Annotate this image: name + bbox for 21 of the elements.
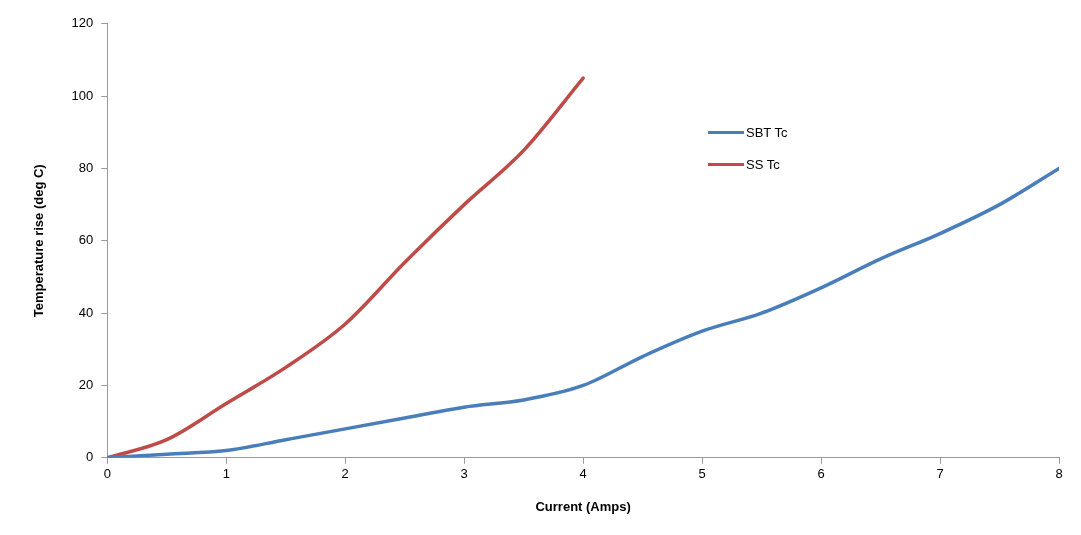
x-axis-title: Current (Amps)	[535, 498, 631, 514]
y-tick-label: 40	[78, 304, 94, 320]
y-axis-title: Temperature rise (deg C)	[31, 164, 47, 318]
legend-label: SS Tc	[746, 156, 780, 172]
x-tick-label: 0	[103, 466, 111, 482]
y-tick-label: 0	[86, 449, 94, 465]
x-tick-label: 5	[698, 466, 706, 482]
line-series	[107, 76, 585, 458]
x-tick-label: 2	[341, 466, 349, 482]
x-tick-label: 1	[222, 466, 230, 482]
x-tick-label: 3	[460, 466, 468, 482]
x-tick-label: 7	[936, 466, 944, 482]
y-tick-label: 80	[78, 160, 94, 176]
x-tick-label: 6	[817, 466, 825, 482]
x-tick-label: 4	[579, 466, 587, 482]
legend-label: SBT Tc	[746, 124, 788, 140]
y-tick-label: 20	[78, 377, 94, 393]
y-tick-label: 60	[78, 232, 94, 248]
y-tick-label: 100	[71, 87, 94, 103]
x-tick-label: 8	[1055, 466, 1063, 482]
y-tick-label: 120	[71, 15, 94, 31]
